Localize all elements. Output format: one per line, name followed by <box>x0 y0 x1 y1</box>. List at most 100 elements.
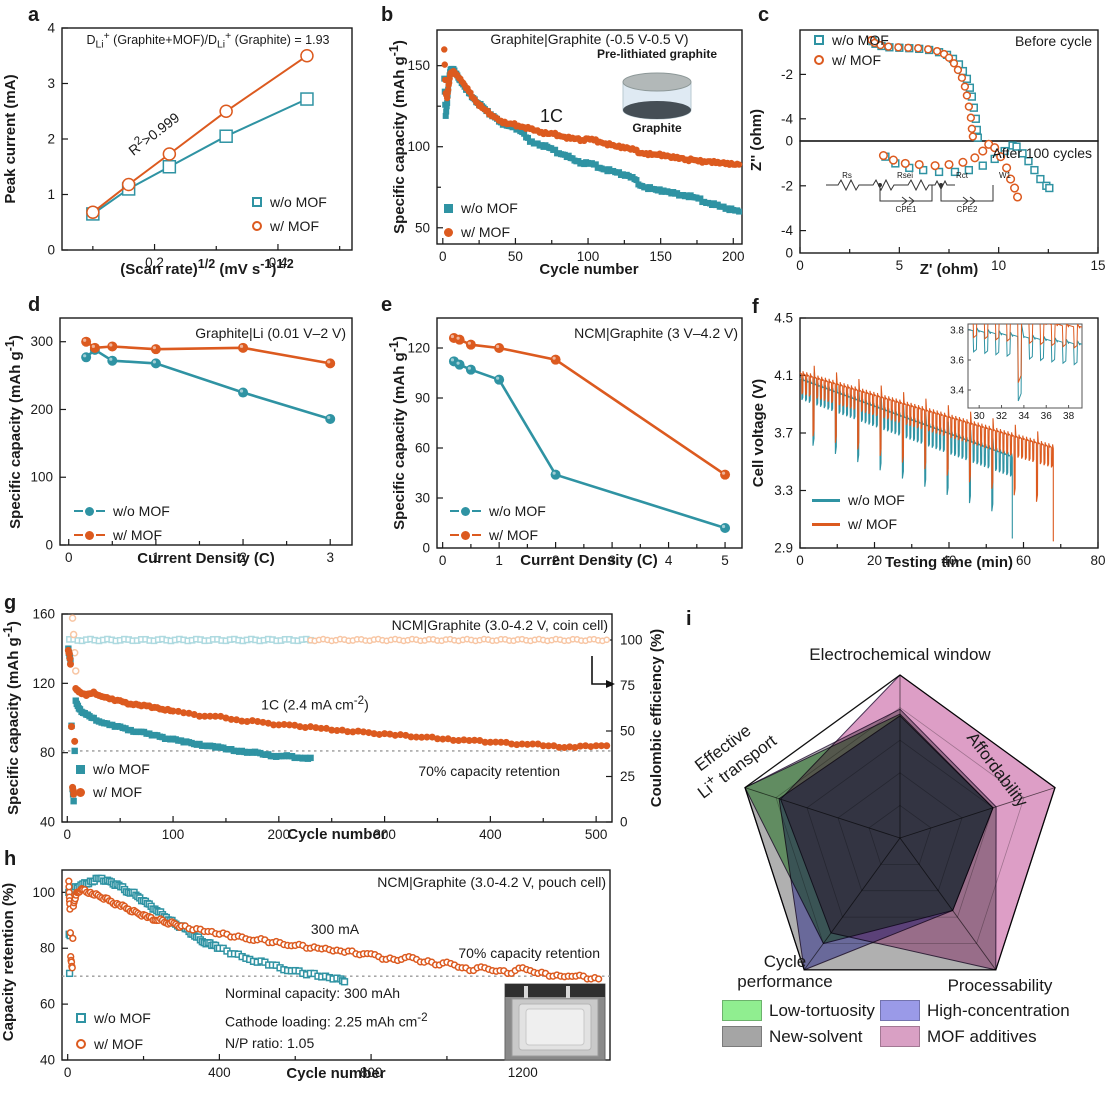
legend-label: w/ MOF <box>489 527 538 543</box>
radar-axis-cycle-performance: Cycle performance <box>737 952 833 991</box>
svg-text:38: 38 <box>1063 411 1075 422</box>
panel-g-retention-annotation: 70% capacity retention <box>418 763 560 779</box>
svg-text:4: 4 <box>665 553 673 568</box>
legend-label: w/o MOF <box>93 761 150 777</box>
square-open-marker-icon <box>814 35 824 45</box>
svg-text:100: 100 <box>620 633 643 648</box>
green-swatch-icon <box>722 1000 762 1021</box>
gray-swatch-icon <box>722 1026 762 1047</box>
svg-text:0: 0 <box>64 1065 72 1080</box>
legend-label: w/o MOF <box>848 492 905 508</box>
panel-b-legend-wo: w/o MOF <box>444 200 518 216</box>
circle-open-marker-icon <box>76 1039 86 1049</box>
panel-h-retention-annotation: 70% capacity retention <box>458 945 600 961</box>
svg-text:4.5: 4.5 <box>774 311 793 326</box>
svg-text:80: 80 <box>1090 553 1105 568</box>
svg-text:CPE1: CPE1 <box>896 205 917 214</box>
svg-text:200: 200 <box>30 402 53 417</box>
legend-label: w/o MOF <box>489 503 546 519</box>
svg-text:100: 100 <box>32 885 55 900</box>
panel-h-ylabel: Capacity retention (%) <box>0 882 17 1042</box>
svg-text:34: 34 <box>1018 411 1030 422</box>
svg-text:-4: -4 <box>781 111 793 126</box>
circle-filled-marker-icon <box>76 787 85 797</box>
panel-tag-a: a <box>28 4 40 26</box>
line-swatch-icon <box>812 498 840 502</box>
panel-g-ylabel-left: Specific capacity (mAh g-1) <box>1 621 22 815</box>
legend-label: Low-tortuosity <box>769 1000 875 1020</box>
radar-axis-electrochemical-window: Electrochemical window <box>809 645 991 664</box>
legend-label: w/ MOF <box>270 218 319 234</box>
legend-label: w/o MOF <box>461 200 518 216</box>
panel-c-before-label: Before cycle <box>1014 33 1092 49</box>
panel-e-legend-w: w/ MOF <box>450 527 538 543</box>
svg-text:Rs: Rs <box>842 171 852 180</box>
panel-d-ylabel: Specific capacity (mAh g-1) <box>3 335 24 529</box>
legend-label: High-concentration <box>927 1000 1070 1020</box>
panel-h-info-np-ratio: N/P ratio: 1.05 <box>225 1035 315 1051</box>
panel-a-legend-w: w/ MOF <box>252 218 319 234</box>
panel-g-xlabel: Cycle number <box>287 826 387 843</box>
circle-open-marker-icon <box>814 55 824 65</box>
svg-text:10: 10 <box>991 258 1006 273</box>
panel-tag-f: f <box>752 296 759 318</box>
radar-axis-processability: Processability <box>947 976 1053 995</box>
dash-ball-marker-icon <box>450 530 481 540</box>
svg-text:4.1: 4.1 <box>774 368 793 383</box>
panel-tag-i: i <box>686 608 692 630</box>
svg-text:32: 32 <box>996 411 1008 422</box>
svg-text:0: 0 <box>64 827 72 842</box>
legend-label: w/ MOF <box>832 52 881 68</box>
svg-text:50: 50 <box>620 724 635 739</box>
svg-text:1200: 1200 <box>508 1065 538 1080</box>
svg-text:0: 0 <box>45 538 53 553</box>
panel-e-xlabel: Current Density (C) <box>520 552 658 569</box>
legend-label: w/o MOF <box>113 503 170 519</box>
svg-text:150: 150 <box>407 58 430 73</box>
svg-text:Rsei: Rsei <box>897 171 913 180</box>
panel-g-rate-annotation: 1C (2.4 mA cm-2) <box>261 694 369 713</box>
square-filled-marker-icon <box>76 764 85 774</box>
svg-text:150: 150 <box>649 249 672 264</box>
svg-text:0: 0 <box>422 541 430 556</box>
legend-label: w/ MOF <box>94 1036 143 1052</box>
svg-text:120: 120 <box>407 341 430 356</box>
svg-text:0: 0 <box>439 553 447 568</box>
panel-h-legend-wo: w/o MOF <box>76 1010 151 1026</box>
panel-h-xlabel: Cycle number <box>286 1065 386 1082</box>
blue-swatch-icon <box>880 1000 920 1021</box>
svg-text:1: 1 <box>152 550 160 565</box>
svg-text:3.7: 3.7 <box>774 426 793 441</box>
panel-b-xlabel: Cycle number <box>539 261 639 278</box>
legend-label: w/ MOF <box>848 516 897 532</box>
svg-text:100: 100 <box>577 249 600 264</box>
panel-g-title: NCM|Graphite (3.0-4.2 V, coin cell) <box>391 617 608 633</box>
svg-text:60: 60 <box>1016 553 1031 568</box>
svg-text:120: 120 <box>32 676 55 691</box>
panel-tag-b: b <box>381 4 394 26</box>
panel-b-rate-annotation: 1C <box>540 106 564 126</box>
dash-ball-marker-icon <box>74 506 105 516</box>
panel-a-ylabel: Peak current (mA) <box>2 74 19 204</box>
svg-text:0: 0 <box>47 243 55 258</box>
svg-text:400: 400 <box>208 1065 231 1080</box>
svg-text:40: 40 <box>40 815 55 830</box>
panel-a-xlabel: (Scan rate)1/2 (mV s-1)1/2 <box>120 257 294 278</box>
panel-g-legend-w: w/ MOF <box>76 784 142 800</box>
panel-tag-h: h <box>4 848 17 870</box>
svg-text:30: 30 <box>974 411 986 422</box>
panel-f-ylabel: Cell voltage (V) <box>750 378 767 488</box>
svg-text:500: 500 <box>585 827 608 842</box>
square-open-marker-icon <box>252 197 262 207</box>
svg-text:300: 300 <box>373 827 396 842</box>
svg-text:3: 3 <box>608 553 616 568</box>
svg-text:300: 300 <box>30 334 53 349</box>
panel-h-legend-w: w/ MOF <box>76 1036 143 1052</box>
panel-d-xlabel: Current Density (C) <box>137 550 275 567</box>
svg-text:100: 100 <box>407 139 430 154</box>
radar-legend-high-concentration: High-concentration <box>880 1000 1070 1021</box>
svg-text:Rct: Rct <box>956 171 969 180</box>
panel-e-legend-wo: w/o MOF <box>450 503 546 519</box>
svg-text:30: 30 <box>415 491 430 506</box>
